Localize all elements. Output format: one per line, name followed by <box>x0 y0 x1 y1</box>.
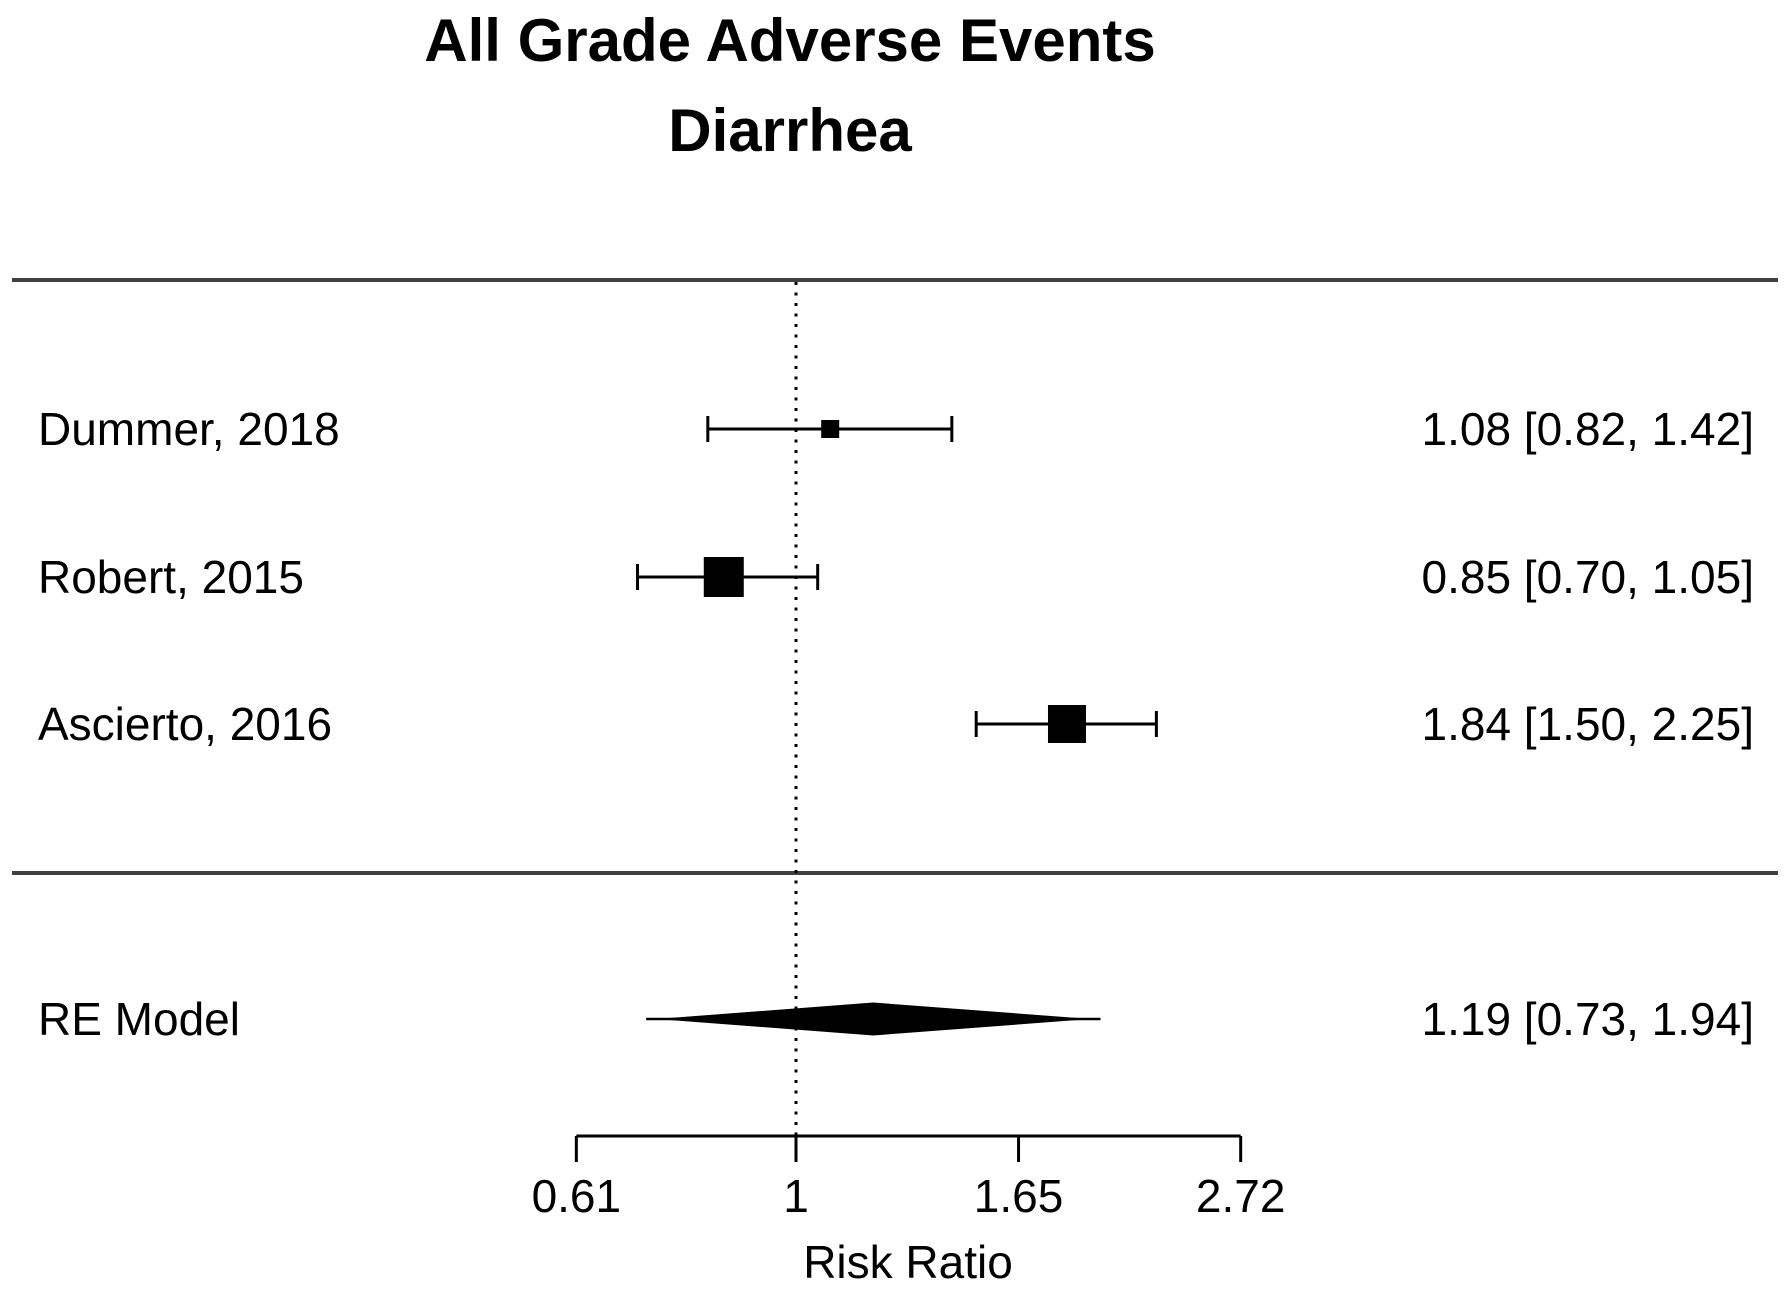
point-estimate-square <box>1047 705 1086 743</box>
x-axis-title: Risk Ratio <box>803 1236 1013 1288</box>
x-axis <box>574 1134 1243 1162</box>
point-estimate-square <box>821 420 840 438</box>
study-marker-row-3 <box>974 705 1158 743</box>
study-estimate-robert: 0.85 [0.70, 1.05] <box>1421 551 1755 603</box>
page-title: All Grade Adverse Events Diarrhea <box>0 0 1580 176</box>
study-label-robert: Robert, 2015 <box>38 551 304 603</box>
point-estimate-square <box>703 557 744 597</box>
summary-estimate: 1.19 [0.73, 1.94] <box>1421 993 1755 1045</box>
x-tick-label-2.72: 2.72 <box>1195 1170 1286 1222</box>
x-tick-label-0.61: 0.61 <box>531 1170 622 1222</box>
page-title-line1: All Grade Adverse Events <box>424 7 1156 74</box>
summary-label: RE Model <box>38 993 240 1045</box>
x-tick-label-1.65: 1.65 <box>973 1170 1064 1222</box>
summary-diamond-group <box>646 1002 1101 1036</box>
study-label-ascierto: Ascierto, 2016 <box>38 698 333 750</box>
x-tick-label-1: 1 <box>783 1170 809 1222</box>
study-marker-row-2 <box>635 557 820 597</box>
summary-diamond <box>656 1002 1091 1036</box>
page-title-line2: Diarrhea <box>668 97 912 164</box>
separator-rules <box>12 278 1778 875</box>
study-estimate-ascierto: 1.84 [1.50, 2.25] <box>1421 698 1755 750</box>
study-marker-row-1 <box>706 416 954 442</box>
study-label-dummer: Dummer, 2018 <box>38 403 340 455</box>
study-estimate-dummer: 1.08 [0.82, 1.42] <box>1421 403 1755 455</box>
study-markers <box>635 416 1158 743</box>
